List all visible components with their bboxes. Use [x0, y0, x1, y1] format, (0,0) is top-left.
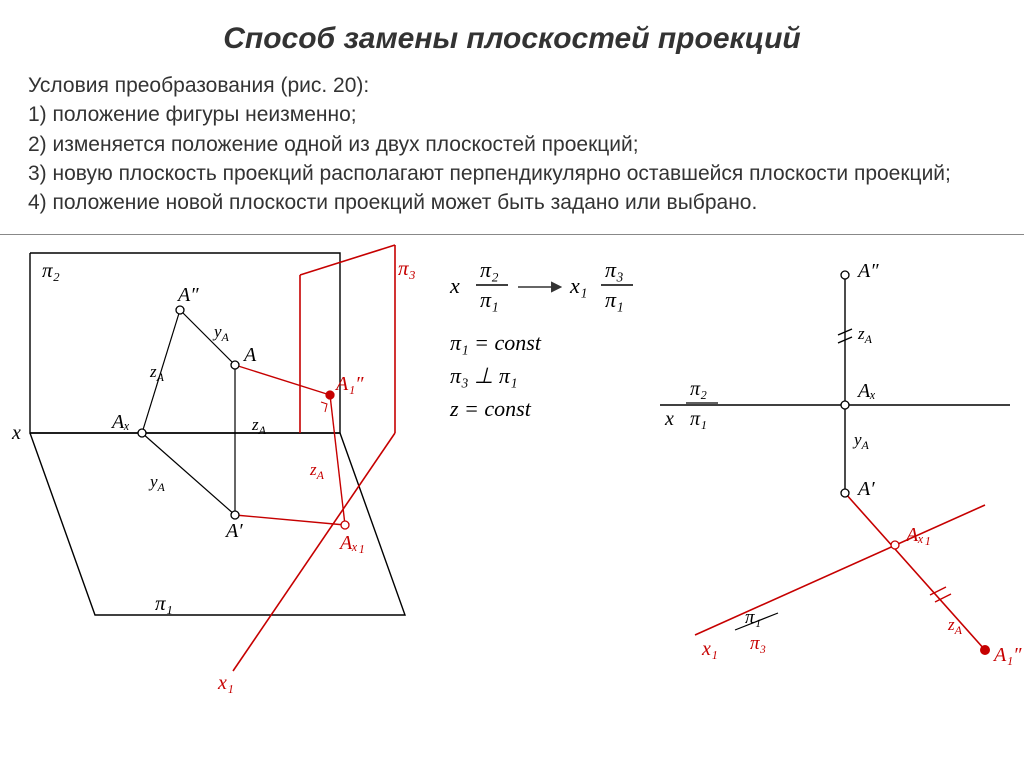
f-l2: π₁ = const — [450, 330, 542, 355]
pt2-Ax1 — [891, 541, 899, 549]
pt2-Adbl — [841, 271, 849, 279]
conditions-intro: Условия преобразования (рис. 20): — [28, 72, 996, 99]
lbl-x: x — [11, 422, 21, 444]
lbl-Aprime: A′ — [224, 520, 243, 542]
lbl-pi3: π₃ — [398, 256, 416, 280]
pi2-rect — [30, 253, 340, 433]
line-Aprime-Ax1 — [235, 515, 345, 525]
r-lbl-pi3: π₃ — [750, 633, 766, 654]
f-l3: π₃ ⊥ π₁ — [450, 363, 518, 388]
f-p3: π₃ — [605, 257, 624, 282]
r-lbl-pi2: π₂ — [690, 378, 707, 400]
r-lbl-Ax: Aₓ — [856, 380, 876, 402]
pt2-Ax — [841, 401, 849, 409]
r-lbl-Aprime: A′ — [856, 478, 875, 500]
right-angle-mark — [321, 402, 327, 412]
lbl-x1: x₁ — [217, 672, 234, 694]
lbl-Ax: Aₓ — [110, 411, 130, 433]
lbl-ya-1: yA — [212, 322, 230, 344]
conditions-block: Условия преобразования (рис. 20): 1) пол… — [0, 66, 1024, 228]
lbl-Ax1: Aₓ₁ — [338, 532, 365, 554]
lbl-Adbl: A″ — [176, 284, 199, 306]
page-title: Способ замены плоскостей проекций — [0, 0, 1024, 66]
lbl-ya-2: yA — [148, 472, 166, 494]
r-lbl-za2: zA — [947, 615, 963, 637]
line-A-A1dbl — [235, 365, 330, 395]
pt-A — [231, 361, 239, 369]
conditions-item-1: 1) положение фигуры неизменно; — [28, 101, 996, 128]
f-p1: π₁ — [480, 287, 499, 312]
r-lbl-x: x — [664, 408, 674, 430]
f-x: x — [449, 273, 460, 298]
figure-area: π₂ π₁ π₃ x x₁ A A″ A′ Aₓ Aₓ₁ A₁″ yA zA y… — [0, 234, 1024, 715]
r-lbl-Adbl: A″ — [856, 260, 879, 282]
pt-A1dbl — [326, 391, 334, 399]
formula-block: x π₂ π₁ x₁ π₃ π₁ π₁ = const π₃ ⊥ π₁ z = … — [449, 257, 633, 421]
f-x1: x₁ — [569, 273, 587, 298]
f-p1b: π₁ — [605, 287, 624, 312]
f-l4: z = const — [449, 396, 532, 421]
conditions-item-4: 4) положение новой плоскости проекций мо… — [28, 189, 996, 216]
tick-zA-bottom — [930, 587, 951, 602]
left-3d-diagram: π₂ π₁ π₃ x x₁ A A″ A′ Aₓ Aₓ₁ A₁″ yA zA y… — [11, 245, 416, 694]
pt2-Aprime — [841, 489, 849, 497]
lbl-pi2: π₂ — [42, 258, 60, 282]
conditions-item-3: 3) новую плоскость проекций располагают … — [28, 160, 996, 187]
lbl-za-2: zA — [251, 415, 267, 437]
axis-x1 — [695, 505, 985, 635]
lbl-za-3: zA — [309, 460, 325, 482]
r-lbl-A1dbl: A₁″ — [992, 644, 1022, 666]
line-A1dbl-Ax1 — [330, 395, 345, 525]
pt-Ax1 — [341, 521, 349, 529]
lbl-A: A — [242, 344, 257, 366]
diagram-svg: π₂ π₁ π₃ x x₁ A A″ A′ Aₓ Aₓ₁ A₁″ yA zA y… — [0, 235, 1024, 715]
r-lbl-za: zA — [857, 324, 873, 346]
right-2d-diagram: A″ Aₓ A′ Aₓ₁ A₁″ x π₂ π₁ zA yA x₁ π₁ π₃ … — [660, 260, 1022, 666]
pt2-A1dbl — [981, 646, 990, 655]
r-lbl-ya: yA — [852, 430, 870, 452]
r-lbl-pi1a: π₁ — [690, 408, 707, 430]
lbl-za-1: zA — [149, 362, 165, 384]
lbl-pi1: π₁ — [155, 591, 173, 615]
f-p2: π₂ — [480, 257, 499, 282]
line-Aprime-A1dbl — [845, 493, 985, 650]
pt-Ax — [138, 429, 146, 437]
r-lbl-x1: x₁ — [701, 638, 718, 660]
lbl-A1dbl: A₁″ — [334, 373, 364, 395]
pt-Adbl — [176, 306, 184, 314]
pt-Aprime — [231, 511, 239, 519]
conditions-item-2: 2) изменяется положение одной из двух пл… — [28, 131, 996, 158]
pi3-edge-top — [300, 245, 395, 275]
r-lbl-Ax1: Aₓ₁ — [904, 524, 931, 546]
